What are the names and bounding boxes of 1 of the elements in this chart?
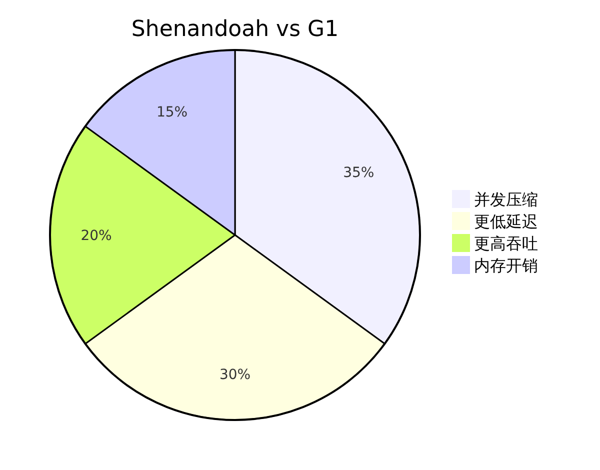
title: Shenandoah vs G1 (131, 17, 339, 42)
